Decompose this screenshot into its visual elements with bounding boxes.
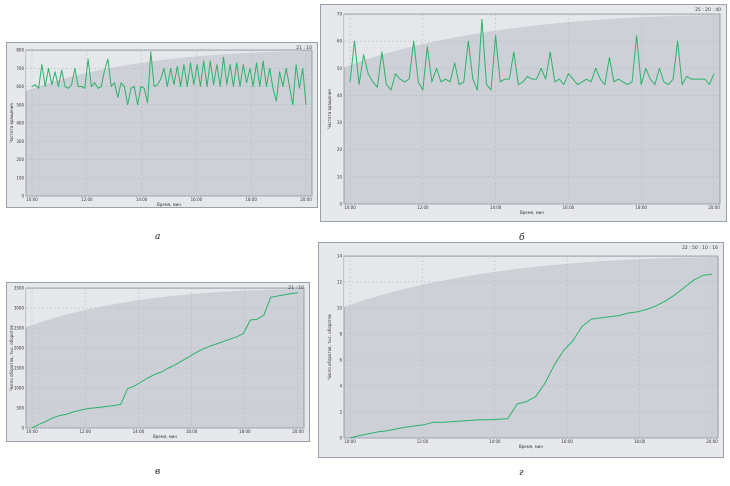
y-tick-label: 0: [339, 436, 342, 441]
y-tick-label: 10: [337, 174, 343, 179]
caption-g: г: [519, 468, 524, 478]
series-line: [349, 18, 715, 91]
x-tick-label: 12:00: [81, 197, 93, 202]
y-tick-label: 800: [16, 48, 24, 53]
x-tick-label: 12:00: [417, 205, 429, 210]
chart-panel-g: 22 : 50 : 10 : 16 0 2 4 6 8 10 12 14 10:00 12:00 14…: [318, 242, 724, 458]
corner-label: 25 : 20 : 40: [695, 7, 721, 13]
x-axis-label: Время, мин: [153, 434, 177, 439]
x-tick-label: 14:00: [136, 197, 148, 202]
y-tick-label: 2: [339, 410, 342, 415]
y-tick-label: 2000: [14, 346, 25, 351]
y-tick-label: 20: [337, 147, 343, 152]
x-tick-label: 16:00: [563, 205, 575, 210]
x-axis-label: Время, мин: [519, 444, 543, 449]
y-tick-label: 12: [337, 280, 343, 285]
caption-b: б: [519, 233, 525, 243]
y-tick-label: 500: [16, 102, 24, 107]
chart-panel-b: 25 : 20 : 40 0 10 20 30 40 50 60 70 10:00 12:00 14:…: [320, 4, 727, 222]
y-axis-label: Частота вращения: [9, 103, 14, 143]
y-tick-label: 1000: [14, 386, 25, 391]
x-tick-label: 16:00: [191, 197, 203, 202]
chart-a-svg: 21 : 10 0 100 200 300 400 500 600 700 800 10:00 12:…: [6, 42, 318, 208]
y-tick-label: 100: [16, 175, 24, 180]
y-tick-label: 0: [21, 426, 24, 431]
x-tick-label: 14:00: [490, 205, 502, 210]
y-axis-label: Число оборотов, тыс. оборотов: [327, 314, 332, 380]
y-tick-label: 14: [337, 254, 343, 259]
y-tick-label: 500: [16, 406, 24, 411]
chart-panel-v: 21 : 10 0 500 1000 1500 2000 2500 3000 3500 10:00…: [6, 282, 310, 442]
series-line: [349, 273, 713, 439]
x-tick-label: 10:00: [26, 429, 38, 434]
plot-gloss: [344, 257, 718, 307]
x-tick-label: 16:00: [561, 439, 573, 444]
x-axis-label: Время, мин: [520, 210, 544, 215]
y-tick-label: 1500: [14, 366, 25, 371]
x-tick-label: 18:00: [635, 205, 647, 210]
y-tick-label: 60: [337, 39, 343, 44]
x-tick-label: 14:00: [133, 429, 145, 434]
y-tick-label: 0: [339, 202, 342, 207]
x-tick-label: 16:00: [186, 429, 198, 434]
corner-label: 21 : 10: [296, 45, 312, 51]
chart-v-svg: 21 : 10 0 500 1000 1500 2000 2500 3000 3500 10:00…: [6, 282, 310, 442]
y-tick-label: 10: [337, 306, 343, 311]
chart-b-svg: 25 : 20 : 40 0 10 20 30 40 50 60 70 10:00 12:00 14:…: [320, 4, 727, 222]
y-tick-label: 300: [16, 139, 24, 144]
corner-label: 21 : 10: [288, 285, 304, 291]
plot-gloss: [26, 51, 312, 91]
y-tick-label: 30: [337, 120, 343, 125]
corner-label: 22 : 50 : 10 : 16: [682, 245, 718, 251]
y-axis-label: Частота вращения: [327, 89, 332, 129]
y-tick-label: 600: [16, 84, 24, 89]
plot-gloss: [26, 289, 304, 328]
y-tick-label: 3000: [14, 306, 25, 311]
x-tick-label: 12:00: [417, 439, 429, 444]
y-tick-label: 2500: [14, 326, 25, 331]
series-line: [31, 292, 299, 429]
chart-panel-a: 21 : 10 0 100 200 300 400 500 600 700 800 10:00 12:…: [6, 42, 318, 208]
series-line: [31, 51, 307, 106]
x-tick-label: 10:00: [26, 197, 38, 202]
y-tick-label: 400: [16, 121, 24, 126]
y-tick-label: 40: [337, 93, 343, 98]
y-tick-label: 50: [337, 66, 343, 71]
x-tick-label: 20:00: [292, 429, 304, 434]
x-tick-label: 18:00: [634, 439, 646, 444]
x-tick-label: 10:00: [344, 439, 356, 444]
chart-g-svg: 22 : 50 : 10 : 16 0 2 4 6 8 10 12 14 10:00 12:00 14…: [318, 242, 724, 458]
y-tick-label: 200: [16, 157, 24, 162]
y-tick-label: 8: [339, 332, 342, 337]
y-tick-label: 0: [21, 194, 24, 199]
y-tick-label: 6: [339, 358, 342, 363]
x-tick-label: 14:00: [489, 439, 501, 444]
x-tick-label: 18:00: [239, 429, 251, 434]
y-tick-label: 70: [337, 12, 343, 17]
y-tick-label: 4: [339, 384, 342, 389]
y-tick-label: 700: [16, 66, 24, 71]
caption-a: а: [155, 232, 161, 242]
x-tick-label: 20:00: [706, 439, 718, 444]
y-axis-label: Число оборотов, тыс. оборотов: [9, 325, 14, 391]
x-tick-label: 20:00: [708, 205, 720, 210]
x-tick-label: 10:00: [344, 205, 356, 210]
plot-gloss: [344, 15, 720, 68]
caption-v: в: [155, 467, 161, 477]
x-tick-label: 20:00: [300, 197, 312, 202]
x-tick-label: 18:00: [245, 197, 257, 202]
x-tick-label: 12:00: [79, 429, 91, 434]
y-tick-label: 3500: [14, 286, 25, 291]
x-axis-label: Время, мин: [157, 202, 181, 207]
